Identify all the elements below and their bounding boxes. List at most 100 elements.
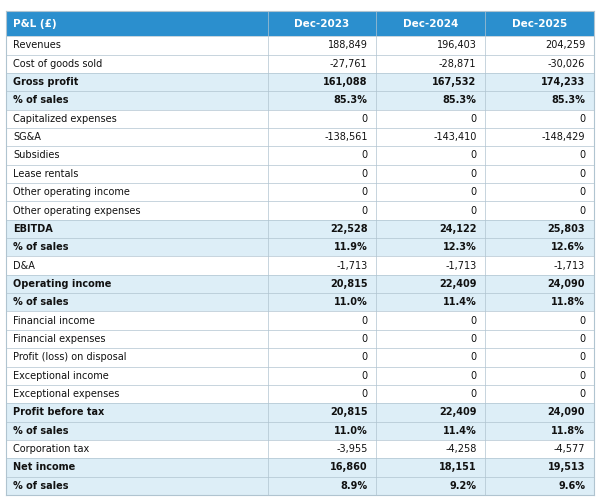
Bar (376, 128, 485, 146)
Text: Operating income: Operating income (13, 279, 112, 289)
Text: 0: 0 (579, 389, 585, 399)
Text: 0: 0 (361, 187, 368, 197)
Bar (6, 164, 268, 183)
Bar (6, 183, 268, 202)
Text: 22,409: 22,409 (439, 408, 476, 418)
Bar (376, 110, 485, 128)
Text: 0: 0 (579, 114, 585, 124)
Text: 174,233: 174,233 (541, 77, 585, 87)
Text: 0: 0 (579, 352, 585, 362)
Text: Gross profit: Gross profit (13, 77, 79, 87)
Bar (268, 164, 376, 183)
Bar (485, 403, 594, 421)
Bar (6, 128, 268, 146)
Bar (376, 293, 485, 312)
Bar (376, 275, 485, 293)
Text: 11.4%: 11.4% (443, 426, 476, 436)
Text: 196,403: 196,403 (437, 40, 476, 50)
Bar (485, 11, 594, 36)
Text: Dec-2023: Dec-2023 (295, 18, 350, 28)
Text: 0: 0 (470, 206, 476, 216)
Bar (268, 476, 376, 495)
Bar (376, 385, 485, 403)
Text: 11.0%: 11.0% (334, 298, 368, 308)
Bar (485, 275, 594, 293)
Bar (268, 348, 376, 366)
Text: 11.4%: 11.4% (443, 298, 476, 308)
Text: -1,713: -1,713 (337, 260, 368, 270)
Bar (268, 202, 376, 220)
Bar (268, 73, 376, 91)
Text: Revenues: Revenues (13, 40, 61, 50)
Bar (268, 422, 376, 440)
Bar (376, 476, 485, 495)
Text: 19,513: 19,513 (548, 462, 585, 472)
Text: 20,815: 20,815 (330, 279, 368, 289)
Text: 0: 0 (361, 169, 368, 179)
Text: 0: 0 (579, 316, 585, 326)
Bar (376, 220, 485, 238)
Bar (376, 403, 485, 421)
Text: 0: 0 (470, 187, 476, 197)
Bar (6, 458, 268, 476)
Bar (376, 73, 485, 91)
Text: 85.3%: 85.3% (334, 96, 368, 106)
Bar (485, 256, 594, 275)
Bar (268, 366, 376, 385)
Text: Profit (loss) on disposal: Profit (loss) on disposal (13, 352, 127, 362)
Bar (6, 422, 268, 440)
Bar (6, 36, 268, 54)
Text: 85.3%: 85.3% (443, 96, 476, 106)
Text: 161,088: 161,088 (323, 77, 368, 87)
Text: 11.9%: 11.9% (334, 242, 368, 252)
Text: 0: 0 (361, 334, 368, 344)
Text: Lease rentals: Lease rentals (13, 169, 79, 179)
Bar (6, 366, 268, 385)
Bar (376, 422, 485, 440)
Bar (6, 202, 268, 220)
Bar (485, 422, 594, 440)
Text: 0: 0 (579, 206, 585, 216)
Text: -1,713: -1,713 (445, 260, 476, 270)
Bar (376, 238, 485, 256)
Text: 0: 0 (361, 370, 368, 380)
Bar (268, 183, 376, 202)
Bar (485, 73, 594, 91)
Text: Financial income: Financial income (13, 316, 95, 326)
Text: Corporation tax: Corporation tax (13, 444, 89, 454)
Text: 0: 0 (579, 169, 585, 179)
Text: 0: 0 (361, 206, 368, 216)
Text: -3,955: -3,955 (336, 444, 368, 454)
Bar (268, 220, 376, 238)
Bar (6, 476, 268, 495)
Text: 20,815: 20,815 (330, 408, 368, 418)
Bar (485, 476, 594, 495)
Bar (376, 348, 485, 366)
Text: 24,090: 24,090 (548, 279, 585, 289)
Bar (268, 91, 376, 110)
Text: Exceptional income: Exceptional income (13, 370, 109, 380)
Text: % of sales: % of sales (13, 298, 68, 308)
Text: 0: 0 (470, 389, 476, 399)
Bar (268, 238, 376, 256)
Text: -148,429: -148,429 (542, 132, 585, 142)
Bar (6, 220, 268, 238)
Bar (376, 164, 485, 183)
Text: SG&A: SG&A (13, 132, 41, 142)
Bar (6, 403, 268, 421)
Bar (485, 202, 594, 220)
Bar (268, 11, 376, 36)
Text: 8.9%: 8.9% (340, 481, 368, 491)
Bar (268, 54, 376, 73)
Text: 0: 0 (579, 370, 585, 380)
Text: 0: 0 (579, 334, 585, 344)
Bar (6, 348, 268, 366)
Bar (485, 238, 594, 256)
Text: 0: 0 (579, 150, 585, 160)
Bar (6, 385, 268, 403)
Bar (485, 330, 594, 348)
Bar (376, 312, 485, 330)
Bar (376, 330, 485, 348)
Text: 16,860: 16,860 (330, 462, 368, 472)
Text: 12.6%: 12.6% (551, 242, 585, 252)
